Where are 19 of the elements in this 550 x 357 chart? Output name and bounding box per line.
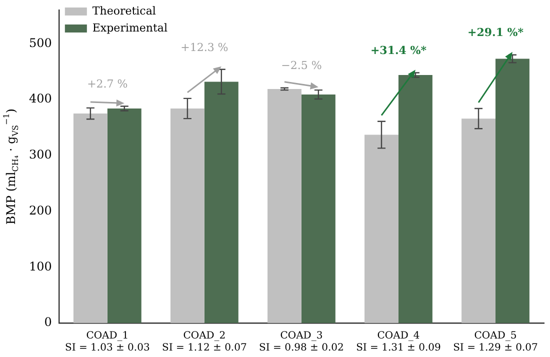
y-axis-title: BMP (mlCH₄ · gVS−1) bbox=[2, 108, 20, 225]
annotation: +2.7 % bbox=[87, 78, 128, 91]
x-tick-label: COAD_2 SI = 1.12 ± 0.07 bbox=[162, 330, 247, 354]
y-tick-label: 400 bbox=[29, 92, 52, 106]
legend-label: Theoretical bbox=[92, 4, 156, 18]
annotation: +12.3 % bbox=[180, 40, 228, 54]
y-tick-label: 500 bbox=[29, 36, 52, 50]
y-tick-label: 100 bbox=[29, 259, 52, 274]
annotation: −2.5 % bbox=[281, 59, 322, 72]
x-tick-label: COAD_5 SI = 1.29 ± 0.07 bbox=[453, 330, 538, 354]
x-tick-label: COAD_4 SI = 1.31 ± 0.09 bbox=[356, 330, 441, 354]
x-tick-label: COAD_1 SI = 1.03 ± 0.03 bbox=[65, 330, 150, 354]
legend-label: Experimental bbox=[92, 21, 168, 34]
y-tick-label: 200 bbox=[29, 203, 52, 218]
y-tick-label: 0 bbox=[44, 315, 52, 330]
annotation: +29.1 %* bbox=[467, 26, 524, 40]
annotation: +31.4 %* bbox=[370, 44, 427, 58]
y-tick-label: 300 bbox=[29, 148, 52, 162]
x-tick-label: COAD_3 SI = 0.98 ± 0.02 bbox=[259, 330, 344, 354]
